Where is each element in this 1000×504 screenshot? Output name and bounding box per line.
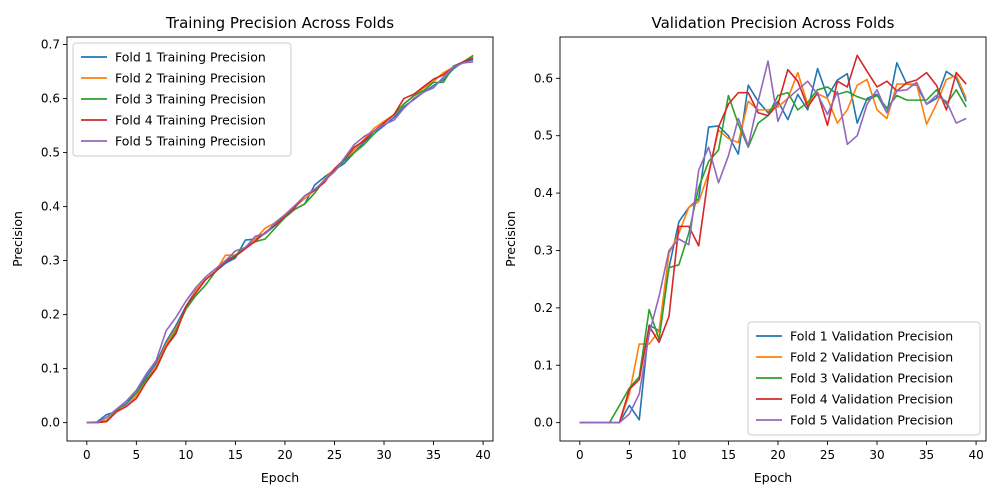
chart-panel-1: Training Precision Across Folds 0 5 10 15 20 2… bbox=[10, 14, 494, 485]
series-line-fold-5 bbox=[579, 60, 967, 424]
x-tick-label: 35 bbox=[919, 448, 934, 462]
y-tick-label: 0.4 bbox=[534, 186, 553, 200]
y-tick-label: 0.0 bbox=[41, 416, 60, 430]
legend-box bbox=[72, 42, 292, 157]
legend-label-fold-3: Fold 3 Validation Precision bbox=[790, 371, 953, 386]
x-tick-label: 25 bbox=[327, 448, 342, 462]
y-tick-label: 0.1 bbox=[534, 358, 553, 372]
x-axis-label: Epoch bbox=[261, 470, 299, 485]
y-tick-label: 0.7 bbox=[41, 38, 60, 52]
legend-label-fold-5: Fold 5 Validation Precision bbox=[790, 413, 953, 428]
x-tick-label: 40 bbox=[475, 448, 490, 462]
x-tick-label: 0 bbox=[83, 448, 91, 462]
x-tick-label: 35 bbox=[426, 448, 441, 462]
x-tick-label: 40 bbox=[968, 448, 983, 462]
legend-label-fold-5: Fold 5 Training Precision bbox=[115, 134, 266, 149]
legend: Fold 1 Training Precision Fold 2 Training… bbox=[72, 42, 292, 157]
x-tick-label: 20 bbox=[770, 448, 785, 462]
plot-frame bbox=[66, 36, 494, 442]
y-tick-label: 0.0 bbox=[534, 416, 553, 430]
y-tick-label: 0.2 bbox=[534, 301, 553, 315]
y-tick-label: 0.6 bbox=[41, 92, 60, 106]
x-tick-label: 25 bbox=[820, 448, 835, 462]
chart-title: Training Precision Across Folds bbox=[165, 14, 394, 32]
series-line-fold-5 bbox=[86, 61, 474, 424]
x-tick-label: 30 bbox=[869, 448, 884, 462]
x-tick-label: 20 bbox=[277, 448, 292, 462]
chart-panel-2: Validation Precision Across Folds 0 5 10 15 2… bbox=[503, 14, 987, 485]
x-tick-label: 5 bbox=[626, 448, 634, 462]
x-tick-label: 5 bbox=[133, 448, 141, 462]
y-tick-label: 0.5 bbox=[41, 146, 60, 160]
y-tick-label: 0.3 bbox=[534, 243, 553, 257]
y-axis-label: Precision bbox=[503, 211, 518, 267]
series-line-fold-3 bbox=[579, 86, 967, 424]
legend-label-fold-2: Fold 2 Training Precision bbox=[115, 71, 266, 86]
series-line-fold-4 bbox=[86, 57, 474, 424]
x-tick-label: 0 bbox=[576, 448, 584, 462]
x-tick-label: 10 bbox=[178, 448, 193, 462]
x-tick-label: 10 bbox=[671, 448, 686, 462]
x-tick-label: 15 bbox=[228, 448, 243, 462]
y-axis-label: Precision bbox=[10, 211, 25, 267]
y-tick-label: 0.5 bbox=[534, 129, 553, 143]
x-tick-label: 15 bbox=[721, 448, 736, 462]
legend-label-fold-1: Fold 1 Training Precision bbox=[115, 50, 266, 65]
y-tick-label: 0.1 bbox=[41, 362, 60, 376]
x-tick-label: 30 bbox=[376, 448, 391, 462]
legend-label-fold-4: Fold 4 Validation Precision bbox=[790, 392, 953, 407]
y-tick-label: 0.4 bbox=[41, 200, 60, 214]
plot-frame bbox=[559, 36, 987, 442]
legend-label-fold-2: Fold 2 Validation Precision bbox=[790, 350, 953, 365]
chart-title: Validation Precision Across Folds bbox=[652, 14, 895, 32]
y-tick-label: 0.2 bbox=[41, 308, 60, 322]
legend-label-fold-3: Fold 3 Training Precision bbox=[115, 92, 266, 107]
legend-box bbox=[747, 321, 981, 436]
y-tick-label: 0.3 bbox=[41, 254, 60, 268]
y-tick-label: 0.6 bbox=[534, 71, 553, 85]
x-axis-label: Epoch bbox=[754, 470, 792, 485]
legend: Fold 1 Validation Precision Fold 2 Valida… bbox=[747, 321, 981, 436]
series-line-fold-4 bbox=[579, 54, 967, 424]
legend-label-fold-4: Fold 4 Training Precision bbox=[115, 113, 266, 128]
legend-label-fold-1: Fold 1 Validation Precision bbox=[790, 329, 953, 344]
